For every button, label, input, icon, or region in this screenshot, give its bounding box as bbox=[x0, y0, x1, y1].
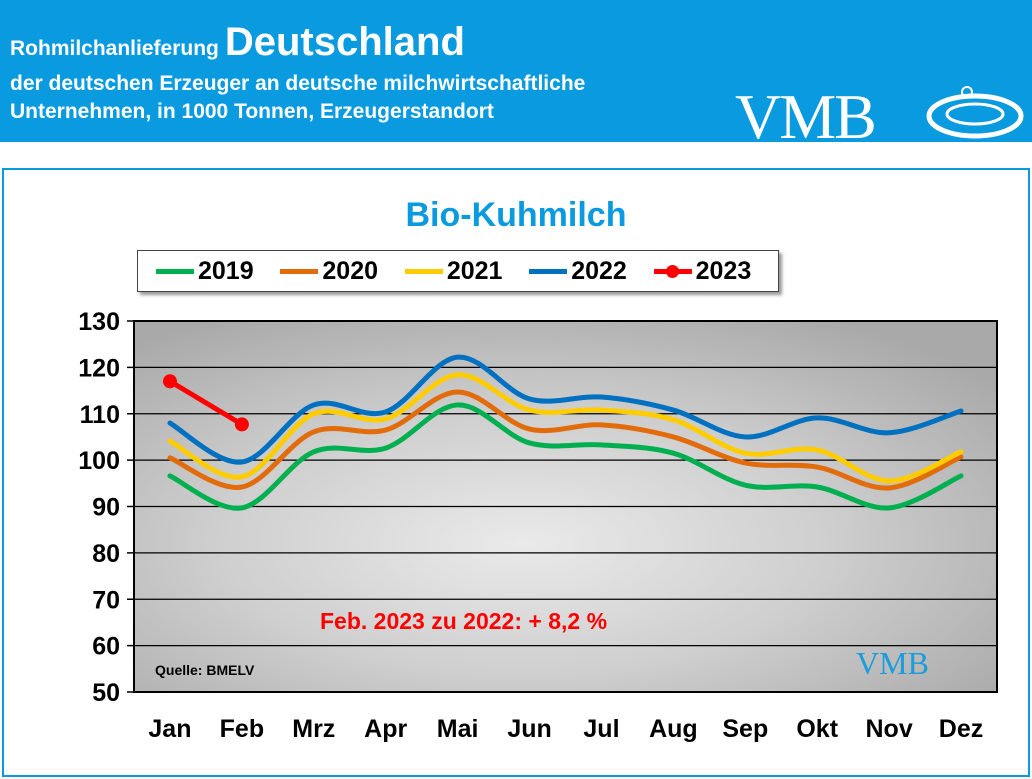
data-point-2023 bbox=[234, 417, 249, 432]
x-tick-label: Jan bbox=[148, 715, 191, 743]
legend-swatch bbox=[280, 268, 319, 274]
x-tick-label: Sep bbox=[722, 715, 768, 743]
legend-item-2020: 2020 bbox=[280, 257, 404, 286]
x-tick-label: Dez bbox=[939, 715, 983, 743]
x-tick-label: Nov bbox=[866, 715, 913, 743]
y-tick-label: 130 bbox=[78, 308, 120, 336]
legend-item-2019: 2019 bbox=[156, 257, 280, 286]
legend-swatch bbox=[404, 268, 443, 274]
legend-swatch bbox=[653, 264, 692, 278]
annotation: Feb. 2023 zu 2022: + 8,2 % bbox=[320, 608, 608, 634]
y-tick-label: 120 bbox=[78, 354, 120, 382]
x-tick-label: Feb bbox=[220, 715, 264, 743]
legend-swatch bbox=[156, 268, 194, 274]
vmb-swirl-icon bbox=[926, 86, 1024, 139]
y-tick-label: 50 bbox=[92, 679, 120, 707]
chart-title: Bio-Kuhmilch bbox=[405, 196, 627, 234]
legend-label: 2019 bbox=[198, 256, 254, 285]
legend-item-2021: 2021 bbox=[404, 256, 529, 286]
x-tick-label: Mai bbox=[437, 715, 479, 743]
y-tick-label: 70 bbox=[92, 586, 120, 614]
source-label: Quelle: BMELV bbox=[155, 662, 255, 678]
header-line2: der deutschen Erzeuger an deutsche milch… bbox=[10, 72, 586, 95]
legend-label: 2022 bbox=[571, 256, 627, 285]
series-line-2021 bbox=[167, 372, 964, 484]
vmb-logo: VMB bbox=[735, 81, 877, 152]
legend-swatch bbox=[529, 268, 568, 274]
header-line3: Unternehmen, in 1000 Tonnen, Erzeugersta… bbox=[10, 100, 494, 123]
vmb-watermark: VMB bbox=[856, 645, 929, 681]
series-line-2023 bbox=[167, 378, 245, 427]
y-tick-label: 100 bbox=[78, 447, 120, 475]
legend-item-2022: 2022 bbox=[529, 257, 653, 286]
y-tick-label: 90 bbox=[92, 494, 120, 522]
series-line-2020 bbox=[167, 389, 964, 491]
y-tick-label: 80 bbox=[92, 540, 120, 568]
x-tick-label: Jun bbox=[507, 715, 551, 743]
x-tick-label: Mrz bbox=[292, 715, 335, 743]
chart-frame bbox=[2, 168, 1030, 777]
x-tick-label: Okt bbox=[796, 715, 838, 743]
header-banner: Rohmilchanlieferung Deutschland der deuts… bbox=[0, 0, 1032, 152]
legend-label: 2020 bbox=[322, 256, 379, 285]
series-line-2019 bbox=[167, 402, 964, 511]
header-country: Deutschland bbox=[224, 20, 465, 64]
header-subtitle: der deutschen Erzeuger an deutsche milch… bbox=[10, 70, 585, 126]
header-title: Rohmilchanlieferung Deutschland bbox=[10, 20, 465, 65]
header-prefix: Rohmilchanlieferung bbox=[10, 37, 219, 60]
y-tick-label: 60 bbox=[92, 633, 120, 661]
legend-item-2023: 2023 bbox=[653, 256, 778, 286]
y-tick-label: 110 bbox=[80, 401, 120, 429]
x-tick-label: Jul bbox=[583, 715, 619, 743]
legend: 2019 2020 2021 2022 2023 bbox=[137, 250, 779, 292]
x-tick-label: Apr bbox=[364, 715, 407, 743]
legend-label: 2023 bbox=[695, 256, 752, 285]
data-point-2023 bbox=[162, 374, 177, 389]
x-tick-label: Aug bbox=[649, 715, 698, 743]
legend-label: 2021 bbox=[446, 256, 503, 285]
